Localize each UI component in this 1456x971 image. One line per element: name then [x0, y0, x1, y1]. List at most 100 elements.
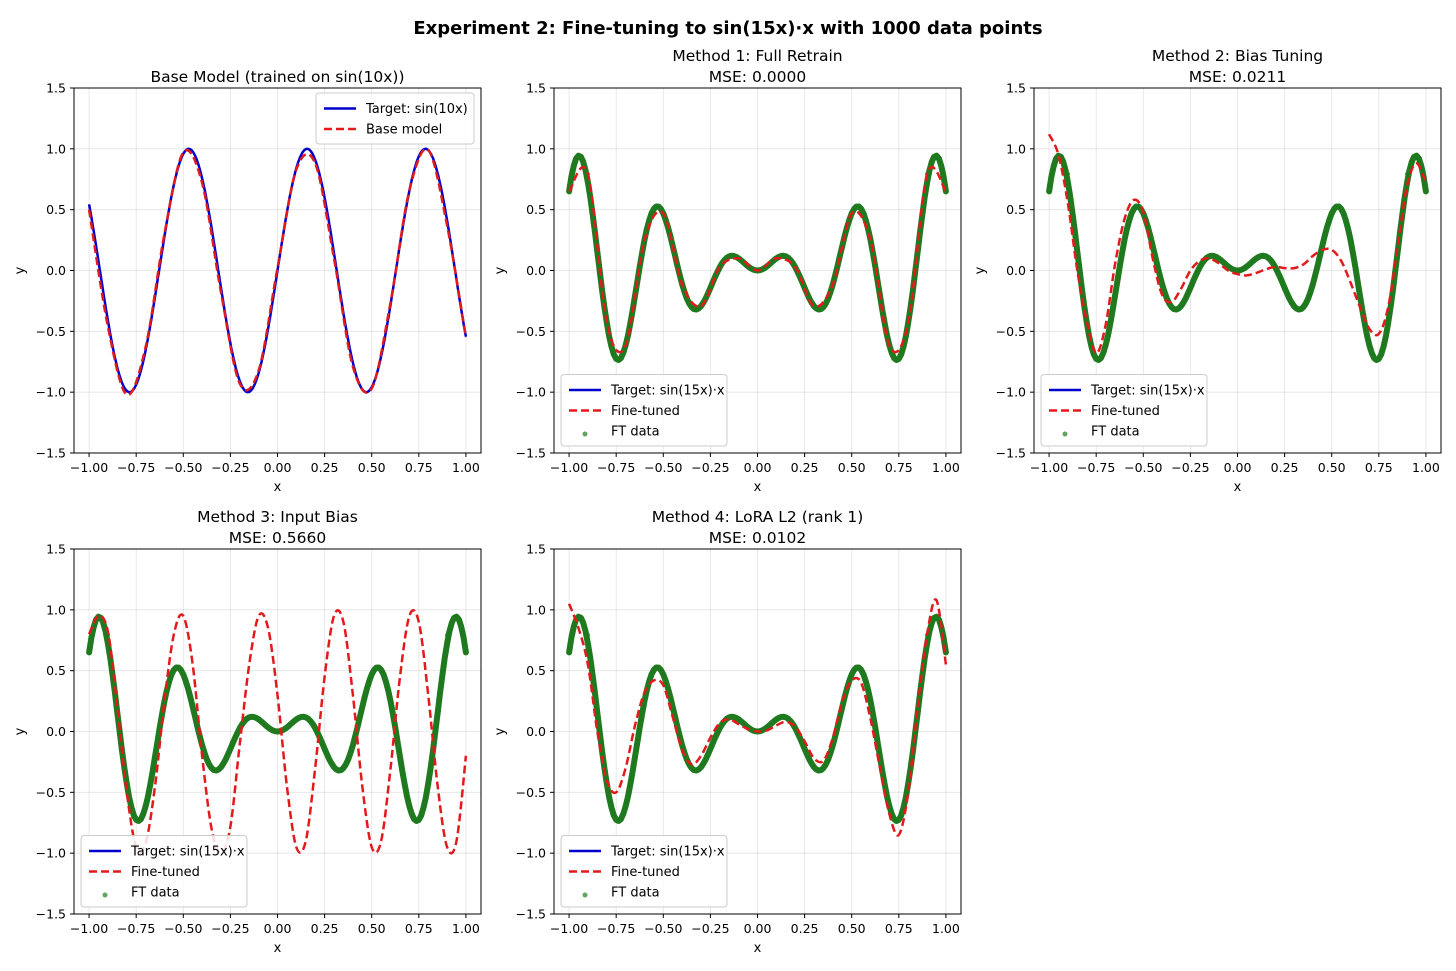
ft-data-point — [1329, 211, 1334, 216]
ft-data-point — [181, 672, 186, 677]
legend-swatch-ft-data — [1062, 431, 1068, 437]
y-tick-label: 1.5 — [526, 542, 546, 557]
ft-data-point — [1122, 238, 1127, 243]
x-tick-label: −0.25 — [1171, 460, 1209, 475]
y-tick-label: 1.0 — [46, 141, 66, 156]
legend-label: Fine-tuned — [131, 865, 200, 880]
x-tick-label: −1.00 — [550, 921, 588, 936]
x-tick-label: 0.00 — [744, 921, 772, 936]
subplot-mse: MSE: 0.0000 — [709, 68, 806, 86]
y-tick-label: 1.5 — [526, 81, 546, 96]
x-tick-label: −1.00 — [550, 460, 588, 475]
x-tick-label: 0.50 — [838, 921, 866, 936]
legend-label: Target: sin(15x)·x — [610, 384, 725, 399]
ft-data-point — [849, 672, 854, 677]
ft-data-point — [736, 717, 741, 722]
x-tick-label: 0.00 — [1224, 460, 1252, 475]
x-tick-label: 0.75 — [1365, 460, 1393, 475]
y-tick-label: 1.0 — [46, 602, 66, 617]
x-tick-label: 0.25 — [791, 921, 819, 936]
subplot-title: Method 2: Bias Tuning — [1152, 47, 1323, 65]
x-axis-label: x — [274, 941, 282, 956]
x-tick-label: −0.25 — [691, 921, 729, 936]
x-tick-label: −0.50 — [1124, 460, 1162, 475]
x-tick-label: −0.75 — [597, 921, 635, 936]
y-tick-label: 0.0 — [1006, 263, 1026, 278]
ft-data-point — [642, 699, 647, 704]
model-line — [1047, 133, 1428, 355]
ft-data-point — [312, 725, 318, 731]
model-line — [87, 147, 468, 396]
ft-data-point — [350, 742, 356, 748]
y-tick-label: −0.5 — [516, 785, 546, 800]
subplot-2: −1.00 −0.75 −0.50 −0.25 0.00 0.25 0.50 0.75 1.00… — [493, 47, 962, 495]
model-line — [87, 609, 468, 855]
ft-data-point — [1404, 171, 1410, 177]
legend: Target: sin(15x)·x Fine-tuned FT data — [80, 835, 248, 908]
x-axis-label: x — [754, 480, 762, 495]
subplot-title: Base Model (trained on sin(10x)) — [150, 68, 404, 86]
model-line — [567, 598, 948, 837]
ft-data-point — [1065, 171, 1071, 177]
y-tick-label: −0.5 — [996, 324, 1026, 339]
x-tick-label: 0.75 — [405, 460, 433, 475]
legend-label: FT data — [1091, 425, 1140, 440]
legend-box — [560, 374, 728, 447]
x-tick-label: 1.00 — [1412, 460, 1440, 475]
x-tick-label: −0.75 — [1077, 460, 1115, 475]
ft-data-point — [1197, 264, 1203, 270]
legend-box — [315, 92, 475, 145]
x-axis-label: x — [274, 480, 282, 495]
y-tick-label: −1.5 — [516, 446, 546, 461]
x-tick-label: 0.50 — [358, 460, 386, 475]
legend-label: FT data — [611, 425, 660, 440]
subplot-title: Method 3: Input Bias — [197, 508, 358, 526]
legend-label: Fine-tuned — [611, 865, 680, 880]
x-tick-label: 1.00 — [452, 460, 480, 475]
legend-label: Fine-tuned — [611, 404, 680, 419]
y-tick-label: 1.0 — [1006, 141, 1026, 156]
y-tick-label: 0.5 — [46, 202, 66, 217]
ft-data-point — [388, 699, 393, 704]
y-tick-label: −1.0 — [996, 385, 1026, 400]
y-tick-label: 0.0 — [46, 263, 66, 278]
y-axis-label: y — [13, 266, 28, 274]
y-tick-label: 0.5 — [526, 202, 546, 217]
x-tick-label: 0.25 — [1271, 460, 1299, 475]
subplot-mse: MSE: 0.5660 — [229, 529, 326, 547]
y-tick-label: −0.5 — [36, 324, 66, 339]
ft-data-point — [86, 650, 92, 655]
x-tick-label: 0.50 — [1318, 460, 1346, 475]
y-tick-label: 0.0 — [46, 724, 66, 739]
legend-box — [560, 835, 728, 908]
y-tick-label: −1.0 — [36, 385, 66, 400]
ft-data-point — [463, 650, 469, 655]
y-tick-label: −1.5 — [36, 907, 66, 922]
ft-data-point — [811, 764, 817, 770]
ft-data-point — [585, 632, 591, 638]
x-tick-label: −0.25 — [211, 921, 249, 936]
x-tick-label: 0.00 — [264, 460, 292, 475]
y-tick-label: 0.5 — [1006, 202, 1026, 217]
ft-data-point — [369, 672, 374, 677]
x-tick-label: 0.75 — [885, 460, 913, 475]
legend-swatch-ft-data — [582, 892, 588, 898]
x-tick-label: −0.50 — [644, 921, 682, 936]
y-tick-label: 0.0 — [526, 263, 546, 278]
y-axis-label: y — [973, 266, 988, 274]
x-tick-label: 0.75 — [885, 921, 913, 936]
ft-data-point — [1216, 256, 1221, 261]
ft-data-point — [331, 764, 337, 770]
ft-data-point — [1310, 281, 1316, 287]
x-tick-label: −0.75 — [117, 460, 155, 475]
subplot-title: Method 4: LoRA L2 (rank 1) — [652, 508, 864, 526]
ft-data-point — [1235, 268, 1240, 273]
ft-data-point — [426, 781, 431, 786]
model-line — [568, 165, 947, 354]
ft-data-point — [143, 804, 148, 809]
ft-data-point — [717, 725, 723, 731]
legend-box — [1040, 374, 1208, 447]
legend-label: Target: sin(15x)·x — [610, 845, 725, 860]
y-tick-label: −1.0 — [36, 846, 66, 861]
